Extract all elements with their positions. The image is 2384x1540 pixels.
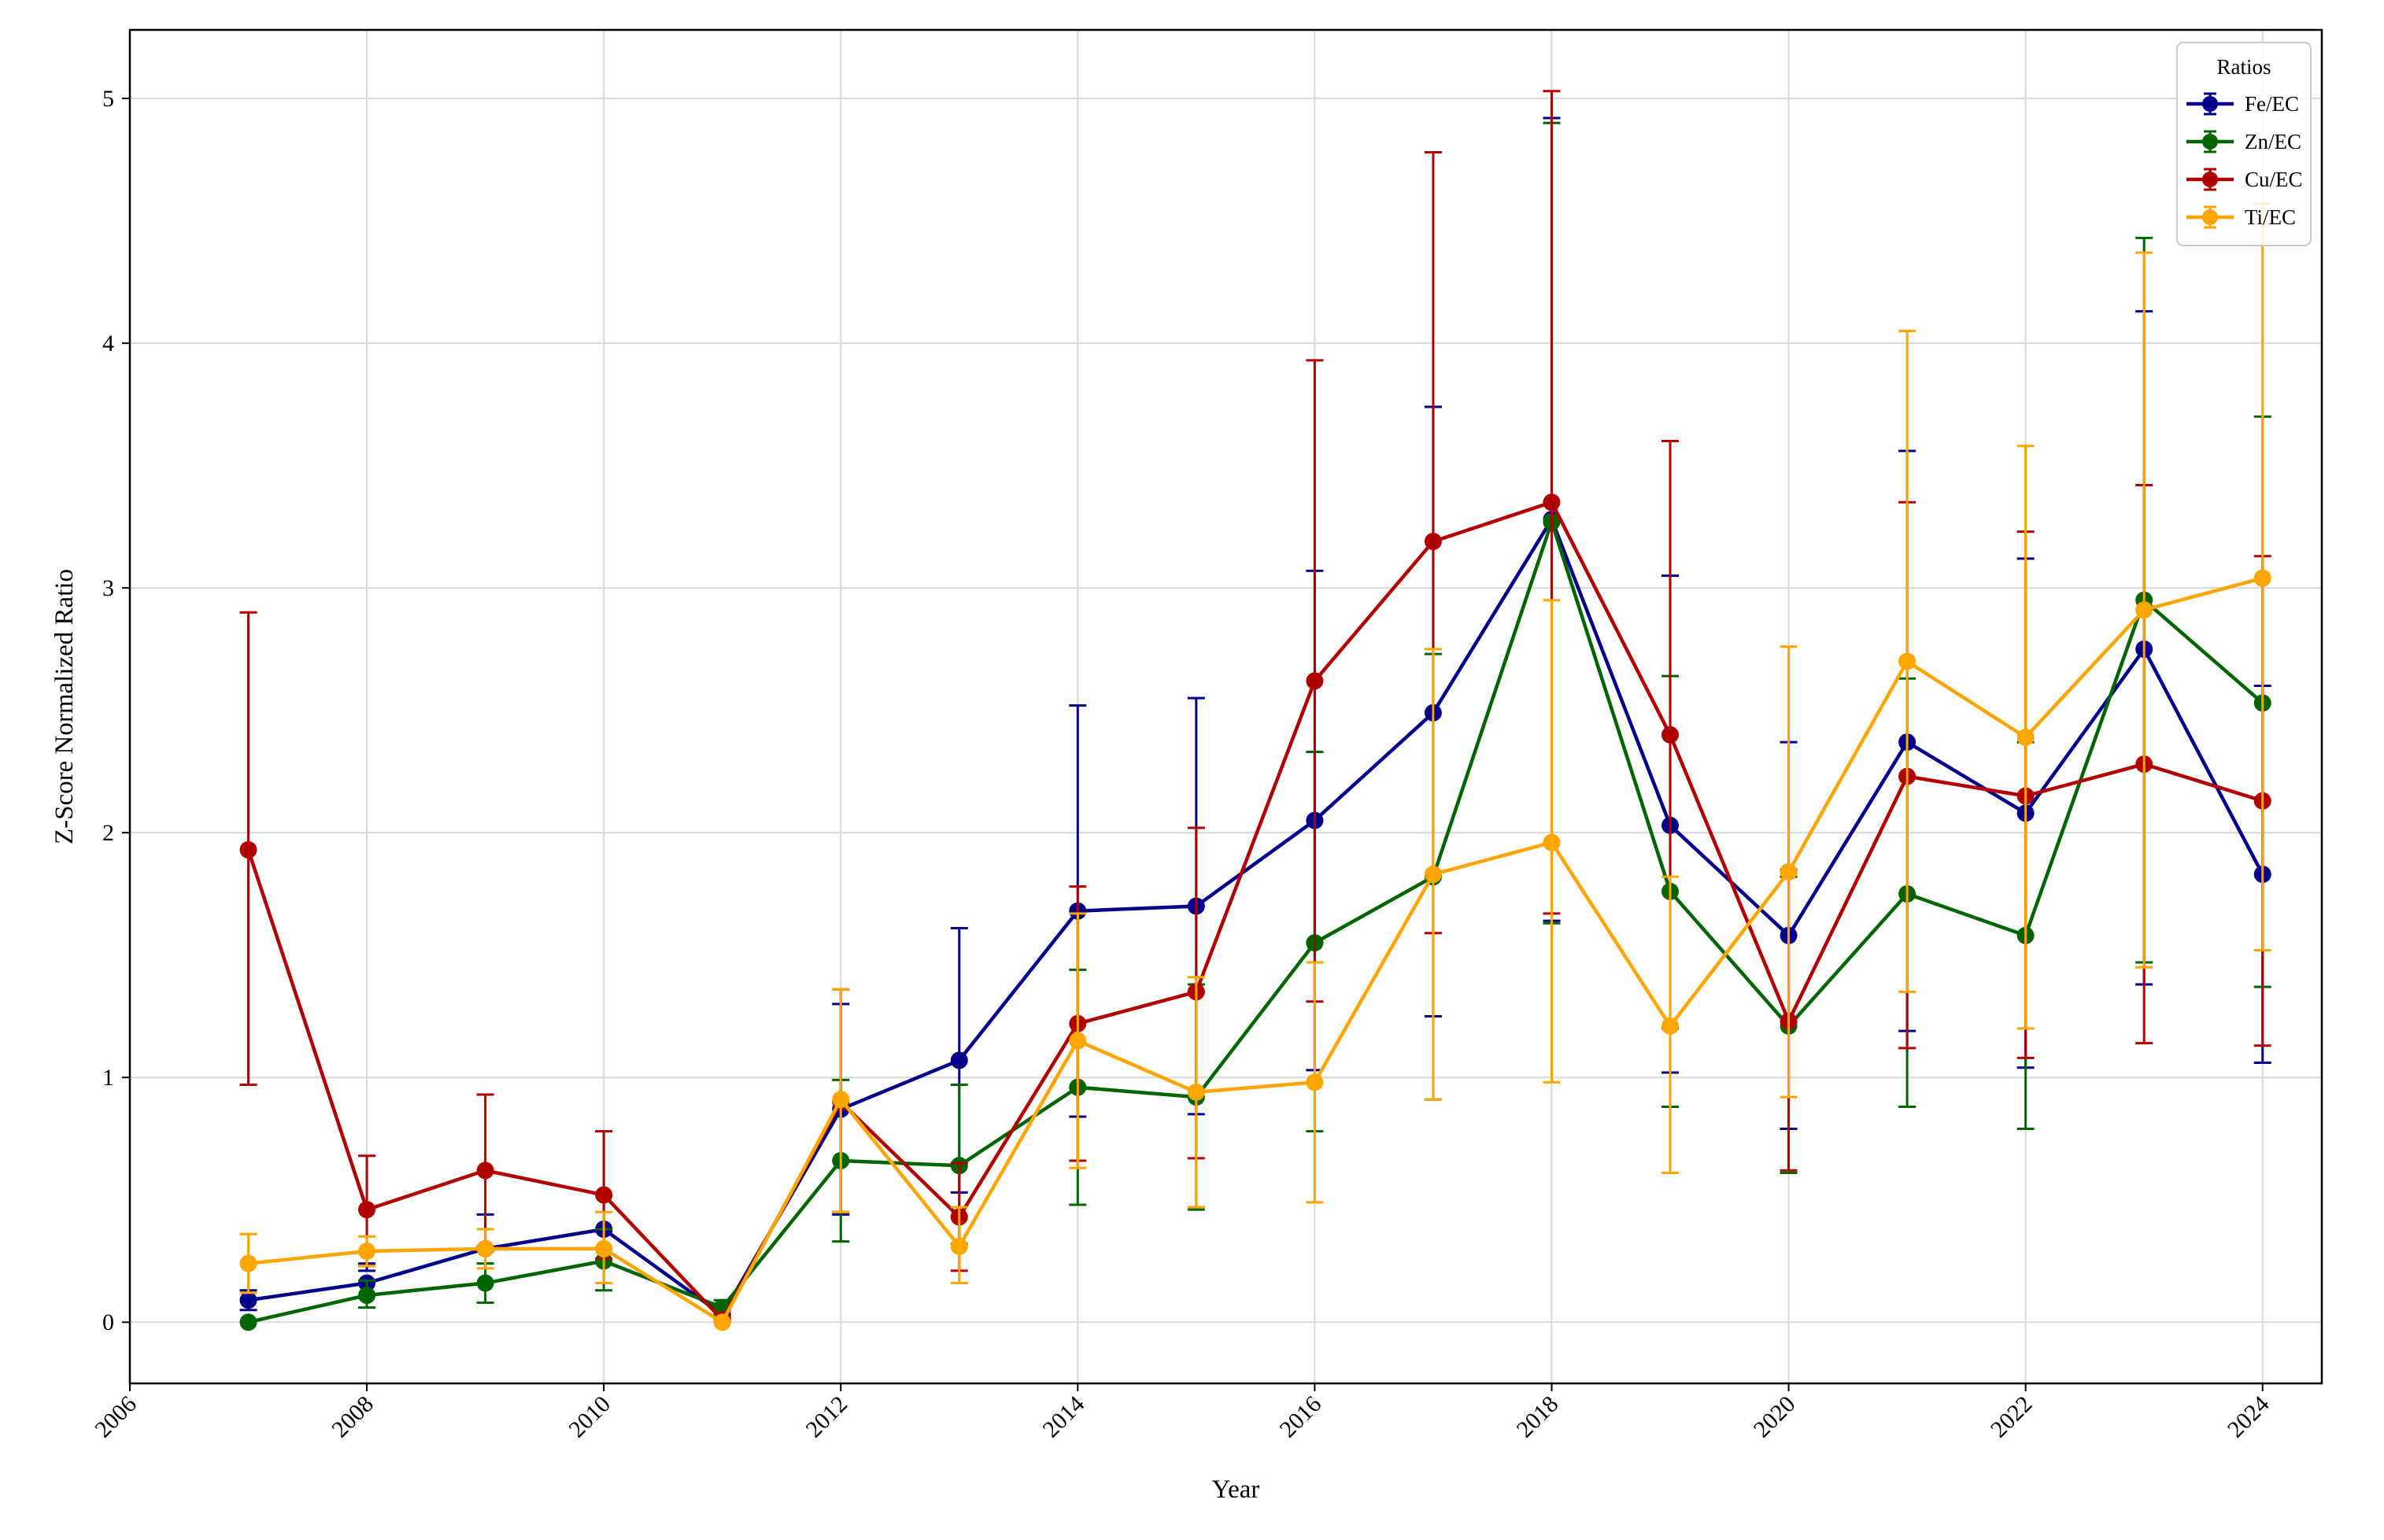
- data-point: [239, 1313, 257, 1331]
- series-line-zn-ec: [248, 519, 2264, 1324]
- legend-label: Cu/EC: [2245, 168, 2303, 191]
- data-point: [1424, 533, 1442, 551]
- data-point: [1543, 493, 1561, 511]
- data-point: [358, 1243, 376, 1261]
- legend-entries: Fe/EC Zn/EC Cu/EC Ti/EC: [2186, 92, 2303, 229]
- data-point: [239, 1291, 257, 1309]
- y-tick-label: 1: [102, 1065, 114, 1091]
- legend-label: Zn/EC: [2245, 130, 2301, 153]
- y-tick-label: 3: [102, 575, 114, 601]
- data-point: [1661, 726, 1680, 744]
- data-point: [239, 1254, 257, 1272]
- series-line-ti-ec: [248, 576, 2264, 1324]
- data-point: [713, 1313, 731, 1331]
- data-point: [832, 1091, 850, 1109]
- data-point: [595, 1186, 613, 1204]
- data-point: [950, 1237, 968, 1255]
- legend-marker: [2202, 96, 2218, 112]
- data-point: [1069, 1032, 1087, 1050]
- legend-label: Ti/EC: [2245, 205, 2296, 229]
- data-point: [239, 840, 257, 859]
- y-tick-label: 4: [102, 331, 114, 356]
- data-point: [1543, 833, 1561, 851]
- data-point: [2016, 728, 2035, 746]
- series-line-cu-ec: [246, 500, 2264, 1322]
- data-point: [358, 1201, 376, 1219]
- data-point: [950, 1051, 968, 1069]
- data-point: [476, 1274, 494, 1292]
- data-point: [1424, 866, 1442, 884]
- data-point: [2135, 601, 2153, 619]
- legend-entry-cu-ec: Cu/EC: [2186, 168, 2303, 191]
- legend-entry-zn-ec: Zn/EC: [2186, 130, 2301, 153]
- y-tick-label: 2: [102, 820, 114, 846]
- legend-title: Ratios: [2216, 55, 2271, 79]
- plot-frame: [128, 28, 2323, 1385]
- data-point: [1187, 1083, 1205, 1101]
- x-axis-label: Year: [1212, 1475, 1260, 1504]
- y-tick-label: 0: [102, 1309, 114, 1335]
- legend: Ratios Fe/EC Zn/EC Cu/EC Ti/EC: [2176, 42, 2312, 246]
- data-point: [2253, 569, 2271, 587]
- data-point: [1898, 652, 1916, 670]
- legend-marker: [2202, 209, 2218, 225]
- legend-entry-ti-ec: Ti/EC: [2186, 205, 2296, 229]
- data-point: [1780, 862, 1798, 881]
- data-point: [595, 1239, 613, 1257]
- data-point: [1661, 1017, 1680, 1035]
- series-line-fe-ec: [248, 517, 2264, 1317]
- data-point: [358, 1287, 376, 1305]
- series-layer: [239, 90, 2271, 1331]
- y-axis-label: Z-Score Normalized Ratio: [50, 569, 79, 844]
- series-ti-ec: [239, 202, 2271, 1331]
- legend-marker: [2202, 172, 2218, 187]
- y-tick-label: 5: [102, 86, 114, 112]
- legend-label: Fe/EC: [2245, 92, 2299, 116]
- legend-entry-fe-ec: Fe/EC: [2186, 92, 2299, 116]
- data-point: [1306, 672, 1324, 690]
- data-point: [476, 1161, 494, 1180]
- data-point: [1306, 1073, 1324, 1091]
- data-point: [476, 1239, 494, 1257]
- legend-marker: [2202, 134, 2218, 150]
